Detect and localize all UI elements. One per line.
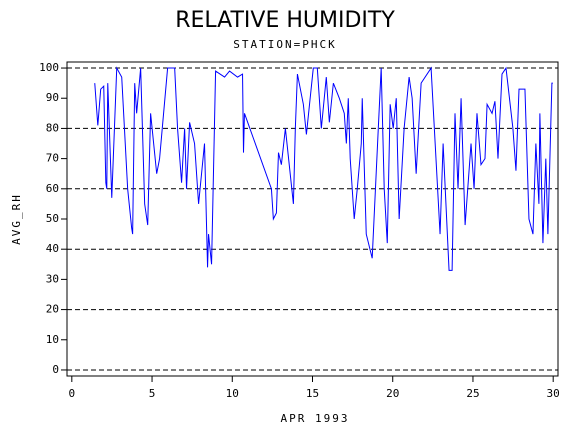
x-tick-label: 20 [386,387,399,400]
y-tick-label: 90 [46,91,59,104]
x-axis-label: APR 1993 [281,412,350,425]
y-tick-label: 60 [46,182,59,195]
x-tick-label: 25 [466,387,479,400]
chart-title: RELATIVE HUMIDITY [175,8,395,33]
y-axis-label: AVG_RH [10,193,23,245]
y-tick-label: 80 [46,121,59,134]
y-tick-label: 30 [46,272,59,285]
y-tick-label: 40 [46,242,59,255]
y-tick-label: 100 [39,61,59,74]
x-tick-label: 30 [547,387,560,400]
chart-subtitle: STATION=PHCK [233,38,336,51]
y-tick-label: 20 [46,303,59,316]
y-tick-label: 10 [46,333,59,346]
y-tick-label: 50 [46,212,59,225]
data-line [94,66,553,271]
plot-frame [66,61,559,377]
y-tick-label: 70 [46,152,59,165]
x-tick-label: 10 [226,387,239,400]
x-tick-label: 15 [306,387,319,400]
y-tick-label: 0 [52,363,59,376]
x-tick-label: 5 [149,387,156,400]
x-tick-label: 0 [69,387,76,400]
